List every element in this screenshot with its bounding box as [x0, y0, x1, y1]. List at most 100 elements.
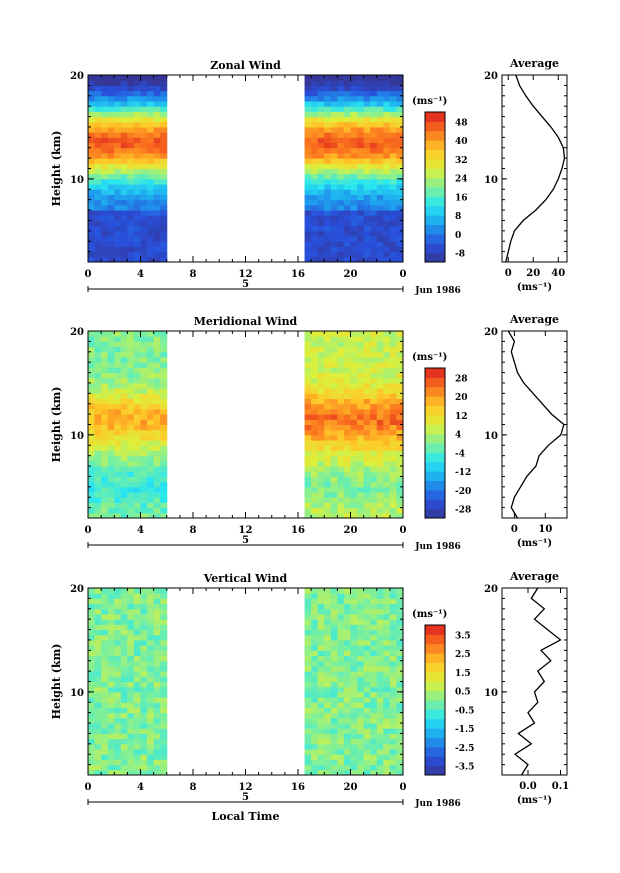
heatmap-cell [133, 398, 141, 405]
heatmap-cell [324, 434, 332, 441]
heatmap-cell [147, 764, 155, 771]
heatmap-cell [396, 241, 404, 247]
heatmap-cell [396, 142, 404, 149]
heatmap-cell [94, 743, 102, 750]
heatmap-cell [153, 210, 161, 216]
heatmap-cell [133, 178, 141, 185]
heatmap-cell [370, 743, 378, 750]
heatmap-cell [363, 220, 371, 227]
heatmap-cell [337, 393, 345, 400]
heatmap-cell [376, 733, 384, 740]
heatmap-cell [370, 712, 378, 719]
heatmap-cell [370, 593, 378, 599]
heatmap-cell [88, 85, 96, 92]
heatmap-cell [160, 168, 168, 175]
heatmap-cell [153, 230, 161, 237]
heatmap-cell [376, 137, 384, 144]
heatmap-cell [389, 665, 397, 672]
heatmap-cell [140, 90, 148, 97]
heatmap-cell [94, 507, 102, 514]
heatmap-cell [140, 502, 148, 509]
heatmap-cell [363, 754, 371, 760]
heatmap-cell [317, 619, 325, 625]
heatmap-cell [337, 665, 345, 672]
heatmap-cell [376, 697, 384, 703]
heatmap-cell [383, 681, 391, 688]
heatmap-cell [343, 194, 351, 201]
x-tick-label: 0 [85, 782, 92, 793]
heatmap-cell [317, 429, 325, 436]
heatmap-cell [160, 712, 168, 719]
heatmap-cell [94, 749, 102, 755]
heatmap-cell [101, 434, 109, 441]
heatmap-cell [94, 424, 102, 431]
heatmap-cell [147, 341, 155, 348]
heatmap-cell [396, 341, 404, 348]
heatmap-cell [153, 168, 161, 175]
heatmap-cell [120, 90, 128, 97]
heatmap-cell [153, 769, 161, 776]
heatmap-cell [396, 764, 404, 771]
heatmap-cell [370, 634, 378, 641]
heatmap-cell [88, 367, 96, 374]
heatmap-cell [350, 331, 358, 337]
heatmap-cell [317, 650, 325, 657]
heatmap-cell [107, 336, 115, 342]
heatmap-cell [396, 697, 404, 703]
colorbar-band [425, 140, 445, 150]
x-tick-label: 4 [137, 269, 144, 280]
heatmap-cell [88, 241, 96, 247]
heatmap-cell [337, 414, 345, 420]
heatmap-cell [317, 492, 325, 498]
heatmap-cell [160, 728, 168, 734]
heatmap-cell [383, 90, 391, 97]
heatmap-cell [133, 189, 141, 195]
heatmap-cell [363, 476, 371, 483]
heatmap-cell [107, 189, 115, 195]
heatmap-cell [88, 691, 96, 698]
heatmap-cell [383, 598, 391, 605]
colorbar-tick-label: -0.5 [455, 706, 474, 716]
heatmap-cell [363, 408, 371, 415]
heatmap-cell [337, 189, 345, 195]
heatmap-cell [350, 502, 358, 509]
heatmap-cell [357, 424, 365, 431]
heatmap-cell [383, 471, 391, 477]
heatmap-cell [376, 769, 384, 776]
heatmap-cell [127, 163, 135, 169]
heatmap-cell [363, 251, 371, 258]
heatmap-cell [153, 75, 161, 81]
heatmap-cell [88, 106, 96, 112]
heatmap-cell [94, 629, 102, 636]
heatmap-cell [363, 512, 371, 519]
heatmap-cell [114, 367, 122, 374]
heatmap-cell [101, 619, 109, 625]
heatmap-cell [363, 639, 371, 646]
heatmap-cell [363, 629, 371, 636]
heatmap-cell [343, 388, 351, 394]
heatmap-cell [370, 331, 378, 337]
heatmap-cell [330, 251, 338, 258]
heatmap-cell [304, 676, 312, 682]
heatmap-cell [363, 372, 371, 379]
heatmap-cell [127, 75, 135, 81]
heatmap-cell [337, 341, 345, 348]
heatmap-cell [120, 346, 128, 353]
heatmap-cell [370, 189, 378, 195]
heatmap-cell [147, 629, 155, 636]
heatmap-cell [127, 424, 135, 431]
heatmap-cell [396, 660, 404, 667]
colorbar-band [425, 452, 445, 463]
heatmap-cell [127, 100, 135, 107]
heatmap-cell [330, 184, 338, 190]
heatmap-cell [357, 398, 365, 405]
heatmap-cell [304, 341, 312, 348]
heatmap-cell [343, 434, 351, 441]
colorbar-tick-label: 48 [455, 118, 468, 128]
heatmap-cell [127, 372, 135, 379]
heatmap-cell [370, 639, 378, 646]
heatmap-cell [363, 492, 371, 498]
heatmap-cell [153, 481, 161, 488]
heatmap-cell [133, 336, 141, 342]
heatmap-cell [127, 393, 135, 400]
